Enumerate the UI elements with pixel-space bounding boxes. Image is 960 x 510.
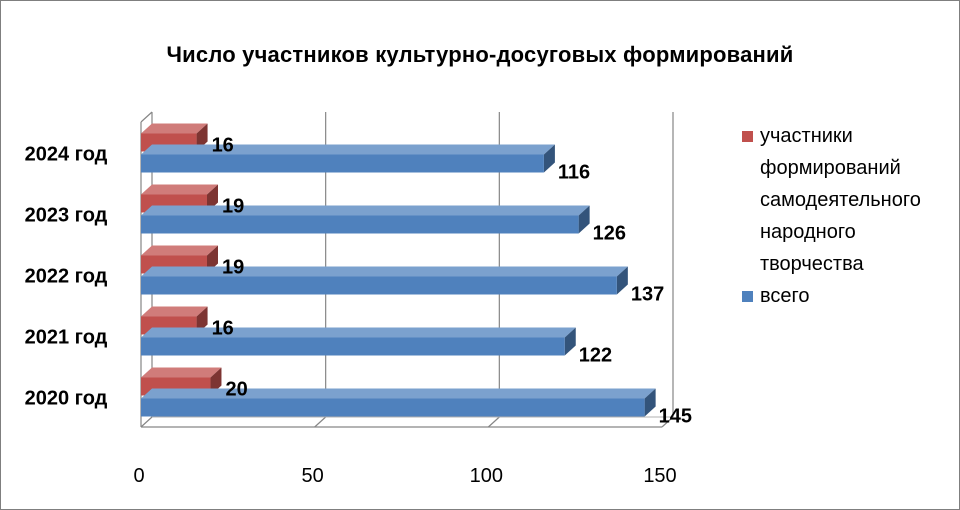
category-label: 2020 год — [25, 388, 108, 410]
bar-total-top — [141, 205, 590, 216]
bar-total-front — [141, 337, 565, 356]
bar-total-top — [141, 144, 555, 155]
x-tick-labels: 0 50 100 150 — [133, 465, 676, 487]
bar-total-top — [141, 327, 576, 338]
bar-total-front — [141, 215, 579, 234]
legend-item-total: всего — [742, 280, 957, 312]
bar-total-side — [543, 144, 555, 173]
bar-total — [141, 144, 555, 173]
bars — [141, 123, 656, 417]
floor-diagonal-100 — [487, 416, 500, 428]
bar-participants-top — [141, 184, 218, 195]
category-label: 2022 год — [25, 266, 108, 288]
chart-title: Число участников культурно-досуговых фор… — [166, 42, 794, 67]
data-label-participants: 20 — [225, 379, 247, 401]
x-tick-label-0: 0 — [133, 465, 144, 487]
legend-label-participants: участники формирований самодеятельного н… — [760, 125, 921, 275]
x-tick-label-100: 100 — [470, 465, 503, 487]
bar-total-side — [578, 205, 590, 234]
bar-total-side — [616, 266, 628, 295]
legend-swatch-participants — [742, 131, 753, 142]
data-label-participants: 16 — [212, 318, 234, 340]
data-label-participants: 19 — [222, 257, 244, 279]
legend-item-participants: участники формирований самодеятельного н… — [742, 120, 957, 280]
bar-total-front — [141, 276, 617, 295]
wall-top-diagonal — [140, 111, 153, 123]
floor-diagonal-50 — [314, 416, 327, 428]
floor-diagonal-150 — [661, 416, 674, 428]
bar-total-side — [564, 327, 576, 356]
legend-swatch-total — [742, 291, 753, 302]
bar-participants-top — [141, 245, 218, 256]
category-label: 2021 год — [25, 327, 108, 349]
gridlines — [140, 111, 674, 428]
category-labels: 2024 год 2023 год 2022 год 2021 год 2020 год — [25, 144, 108, 410]
data-label-total: 122 — [579, 345, 612, 367]
floor-diagonal-0 — [140, 416, 153, 428]
bar-total-top — [141, 388, 656, 399]
x-tick-label-150: 150 — [643, 465, 676, 487]
legend: участники формирований самодеятельного н… — [742, 120, 957, 312]
category-label: 2024 год — [25, 144, 108, 166]
x-tick-label-50: 50 — [302, 465, 324, 487]
bar-total-side — [644, 388, 656, 417]
data-labels: 16 116 19 126 19 137 16 122 20 145 — [212, 135, 692, 428]
bar-total — [141, 327, 576, 356]
data-label-total: 126 — [593, 223, 626, 245]
bar-participants-top — [141, 306, 208, 317]
bar-participants-top — [141, 123, 208, 134]
category-label: 2023 год — [25, 205, 108, 227]
data-label-participants: 19 — [222, 196, 244, 218]
data-label-participants: 16 — [212, 135, 234, 157]
bar-total — [141, 266, 628, 295]
legend-label-total: всего — [760, 285, 810, 307]
data-label-total: 137 — [631, 284, 664, 306]
bar-participants-top — [141, 367, 222, 378]
bar-total-front — [141, 398, 645, 417]
bar-total — [141, 205, 590, 234]
bar-total — [141, 388, 656, 417]
data-label-total: 145 — [659, 406, 692, 428]
bar-total-front — [141, 154, 544, 173]
data-label-total: 116 — [558, 162, 590, 184]
bar-total-top — [141, 266, 628, 277]
